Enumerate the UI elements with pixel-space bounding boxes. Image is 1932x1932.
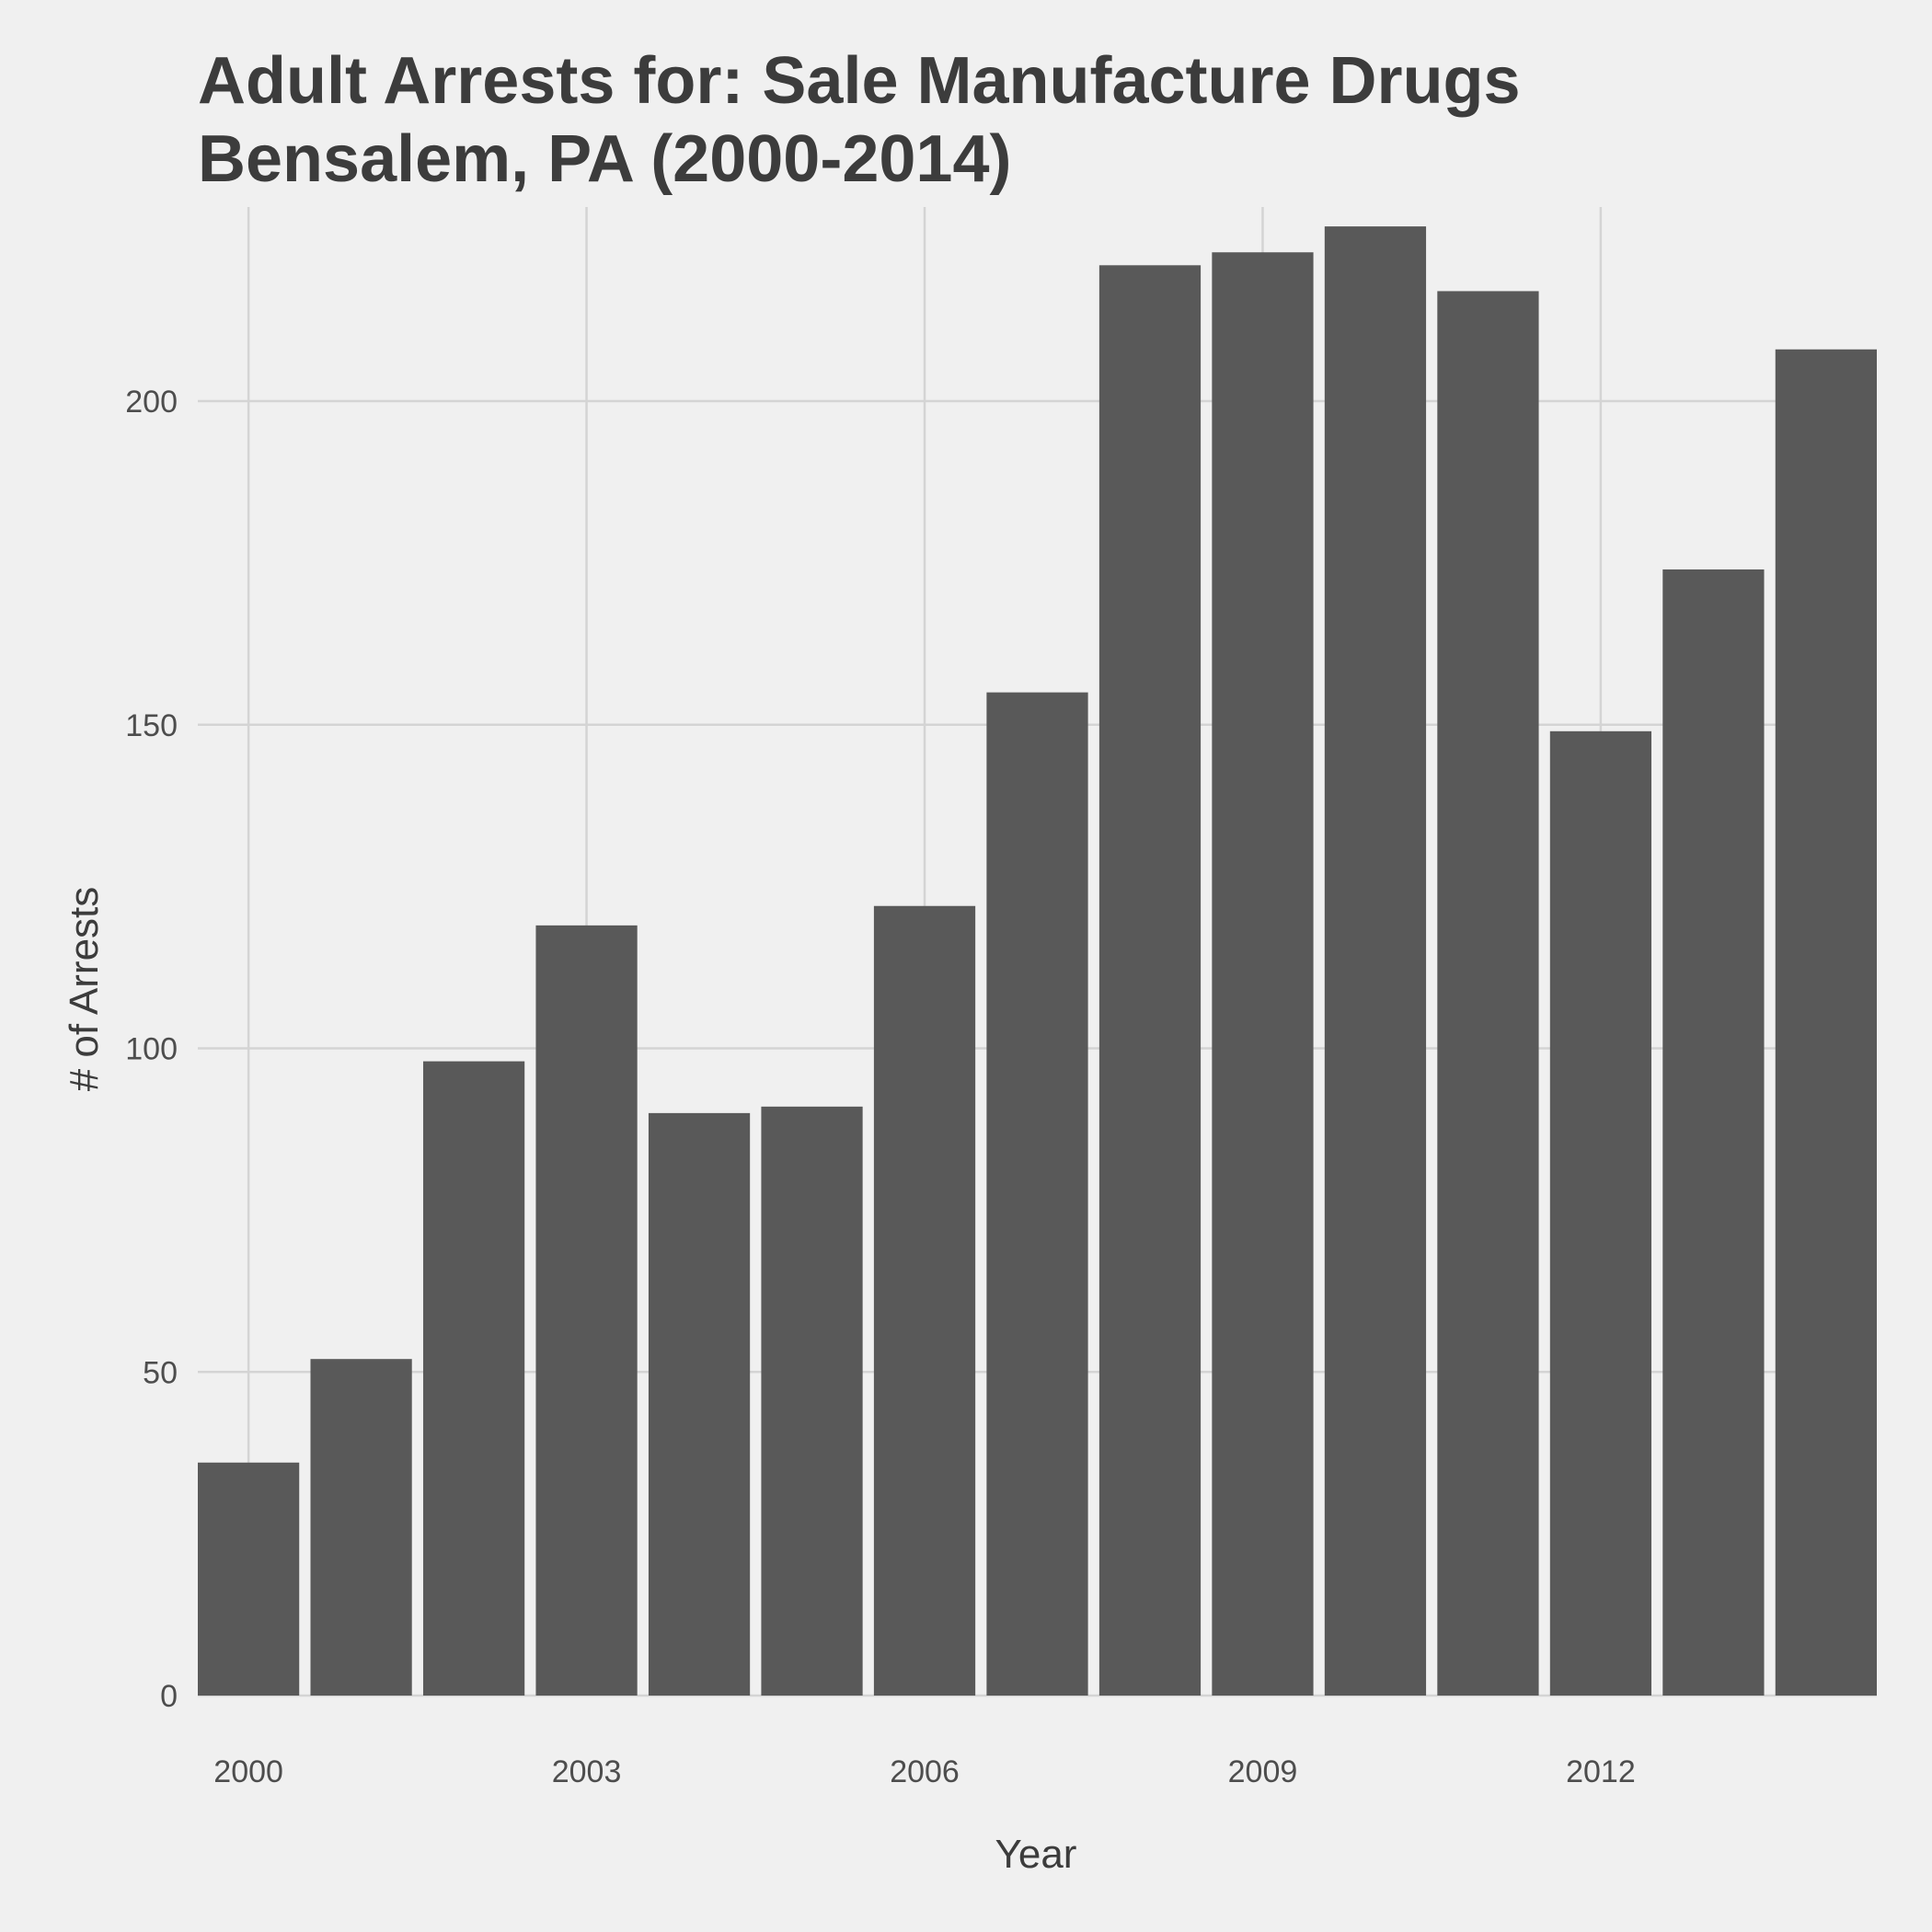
bar-2003 <box>535 925 638 1696</box>
y-tick-label-100: 100 <box>125 1032 178 1067</box>
tick-labels: 0 50 100 150 200 2000 2003 2006 2009 2012 <box>125 385 1635 1789</box>
bar-2001 <box>310 1359 412 1696</box>
y-axis-label: # of Arrests <box>62 887 107 1092</box>
bar-2002 <box>422 1061 525 1696</box>
bar-2006 <box>873 905 976 1696</box>
bar-2000 <box>198 1462 300 1696</box>
bar-2012 <box>1549 730 1652 1696</box>
bar-2010 <box>1324 226 1427 1696</box>
bar-2014 <box>1775 349 1877 1696</box>
bar-2009 <box>1212 252 1314 1696</box>
x-tick-label-2006: 2006 <box>890 1754 960 1789</box>
y-tick-label-0: 0 <box>160 1679 178 1714</box>
y-tick-label-50: 50 <box>143 1355 178 1390</box>
bar-2013 <box>1662 569 1765 1696</box>
x-tick-label-2003: 2003 <box>552 1754 622 1789</box>
x-tick-label-2012: 2012 <box>1566 1754 1636 1789</box>
bars <box>198 226 1877 1696</box>
chart-title-line-1: Adult Arrests for: Sale Manufacture Drug… <box>198 44 1521 118</box>
y-tick-label-150: 150 <box>125 708 178 743</box>
y-tick-label-200: 200 <box>125 385 178 420</box>
x-tick-label-2000: 2000 <box>213 1754 283 1789</box>
bar-2005 <box>761 1106 863 1696</box>
bar-2004 <box>648 1112 751 1696</box>
bar-2007 <box>986 692 1088 1696</box>
bar-2011 <box>1437 291 1539 1696</box>
chart-title-line-2: Bensalem, PA (2000-2014) <box>198 122 1011 196</box>
bar-2008 <box>1098 265 1202 1696</box>
x-axis-label: Year <box>995 1832 1077 1877</box>
x-tick-label-2009: 2009 <box>1228 1754 1298 1789</box>
